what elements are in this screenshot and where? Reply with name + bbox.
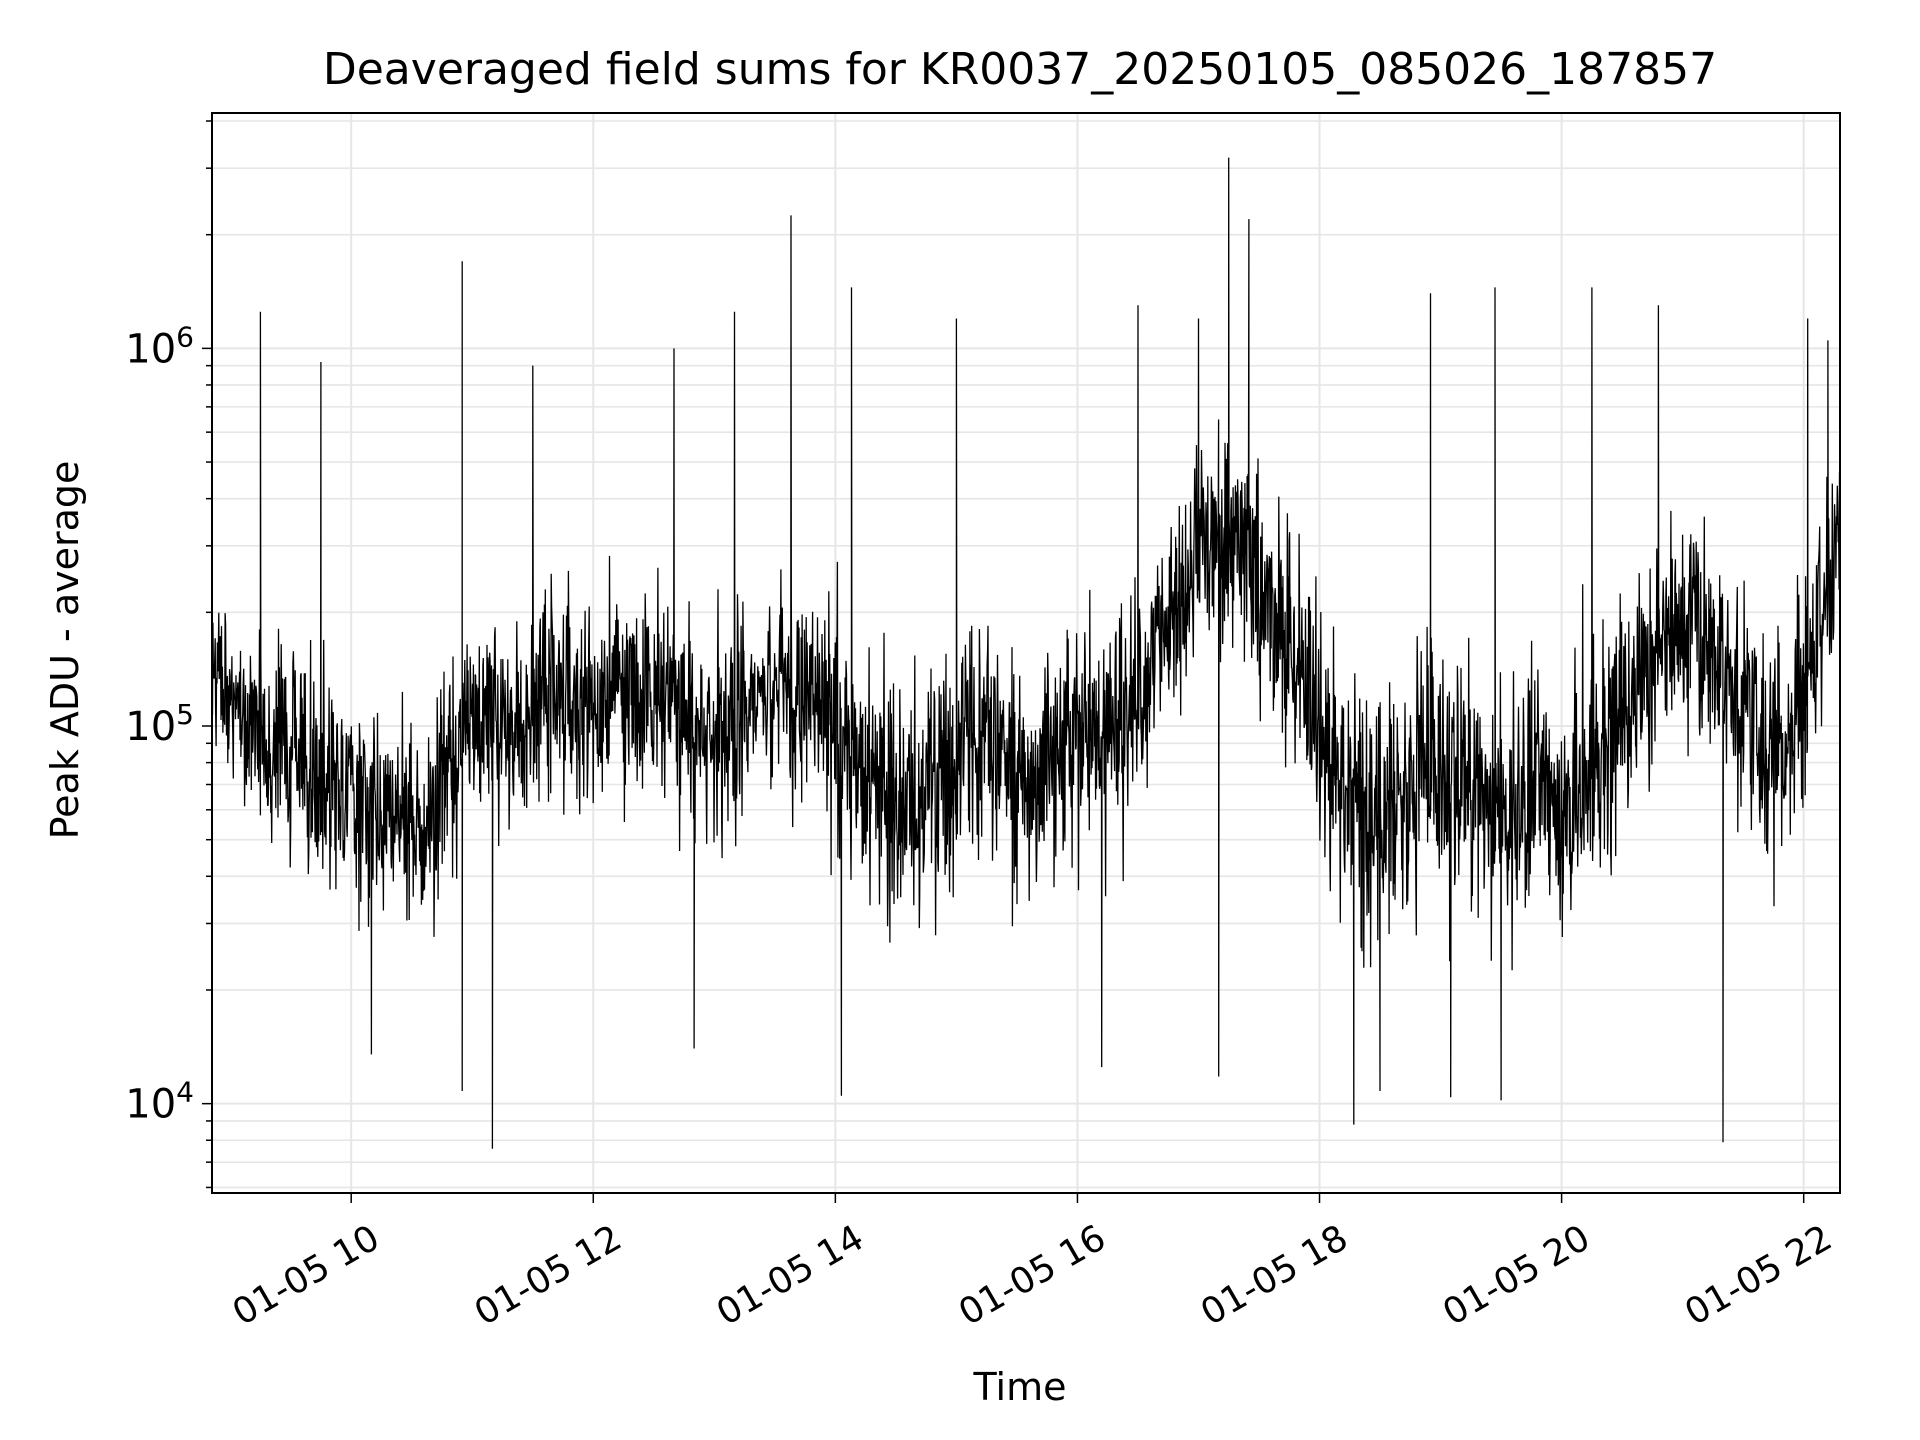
y-axis-label: Peak ADU - average — [43, 461, 87, 840]
y-tick-exponent: 6 — [176, 320, 194, 353]
x-axis-label: Time — [973, 1365, 1067, 1409]
data-layer — [212, 157, 1840, 1149]
series-line — [212, 157, 1840, 1149]
y-tick-exponent: 4 — [176, 1076, 194, 1109]
y-tick-base: 10 — [125, 1082, 176, 1128]
y-tick-label: 106 — [125, 320, 194, 372]
plot-frame — [211, 112, 1841, 1194]
chart-title: Deaveraged field sums for KR0037_2025010… — [323, 44, 1717, 95]
y-tick-exponent: 5 — [176, 698, 194, 731]
y-tick-base: 10 — [125, 326, 176, 372]
y-tick-label: 104 — [125, 1076, 194, 1128]
y-tick-label: 105 — [125, 698, 194, 750]
y-tick-base: 10 — [125, 704, 176, 750]
